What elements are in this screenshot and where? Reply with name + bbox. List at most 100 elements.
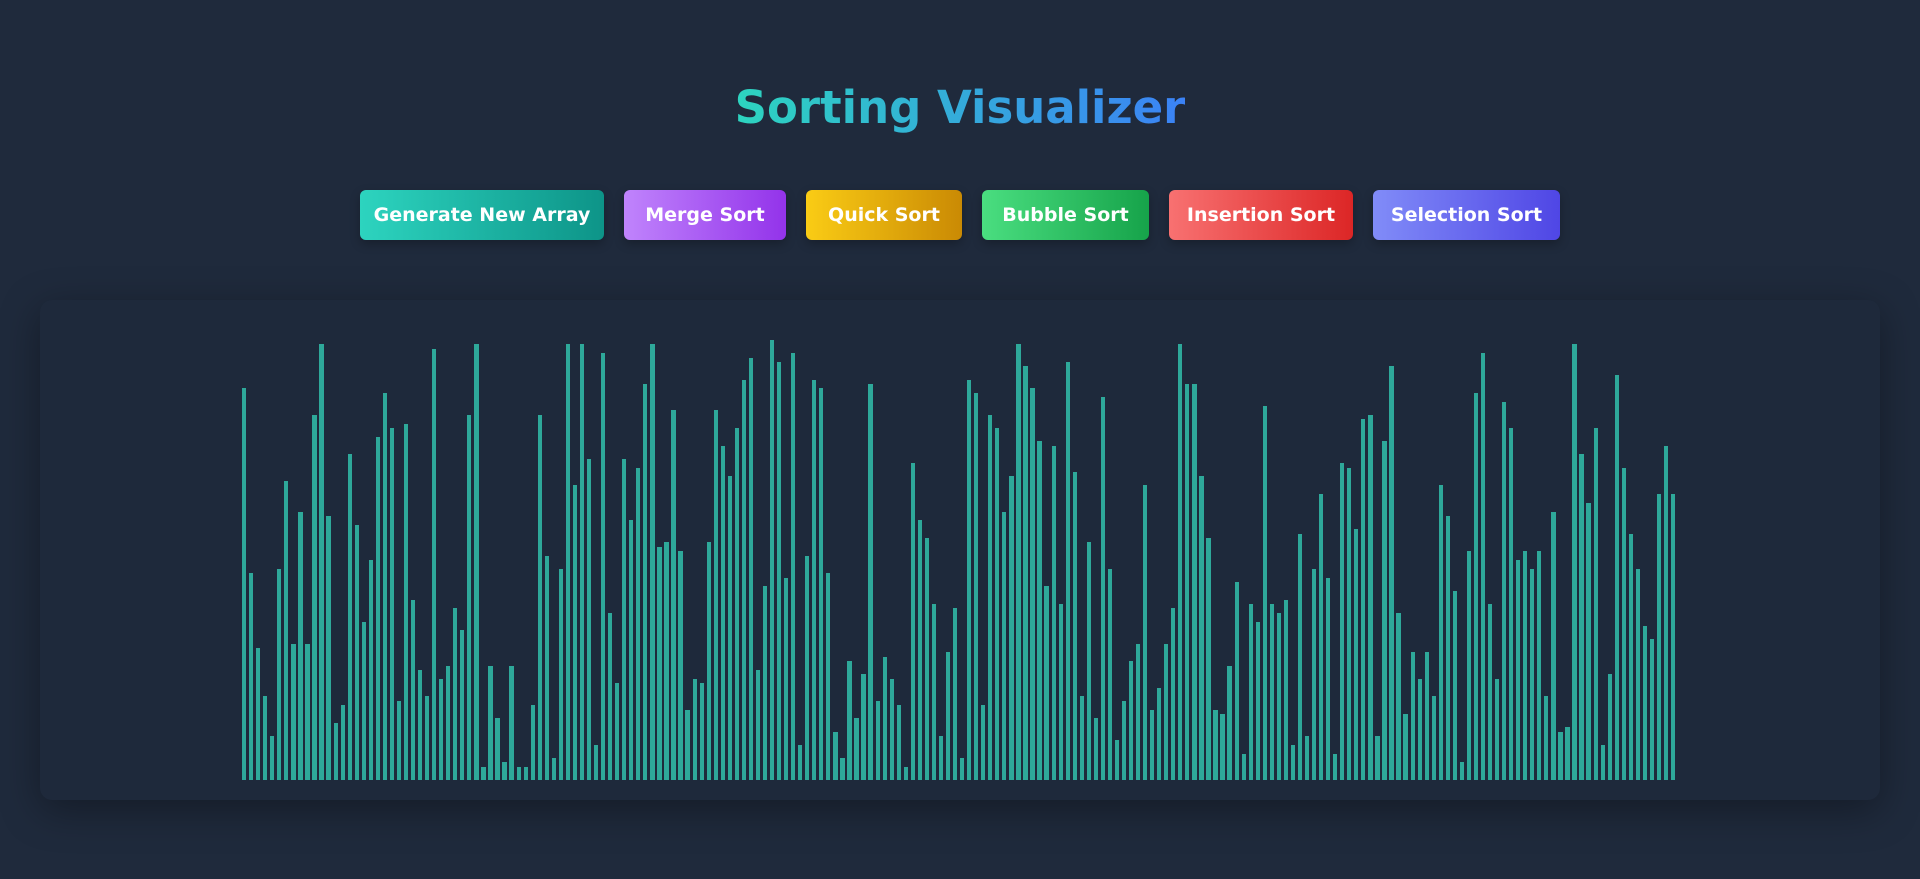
array-bar <box>1030 388 1035 780</box>
array-bar <box>720 445 725 780</box>
array-bar <box>1009 476 1014 780</box>
array-bar <box>692 678 697 780</box>
array-bar <box>1093 718 1098 780</box>
array-bar <box>1206 538 1211 780</box>
array-bar <box>1431 696 1436 780</box>
array-bar <box>755 670 761 780</box>
array-bar <box>1551 511 1556 780</box>
array-bar <box>298 511 303 780</box>
array-bar <box>1051 445 1056 780</box>
array-bar <box>1375 736 1380 780</box>
array-bar <box>516 766 521 780</box>
toolbar: Generate New Array Merge Sort Quick Sort… <box>0 190 1920 240</box>
quick-sort-button[interactable]: Quick Sort <box>806 190 962 240</box>
array-bar <box>601 353 606 780</box>
array-bar <box>270 736 275 780</box>
array-bar <box>1614 375 1619 780</box>
array-bar <box>1389 366 1394 780</box>
array-bar <box>1600 744 1605 780</box>
array-bar <box>537 414 542 780</box>
array-bar <box>312 414 317 780</box>
array-bar <box>1058 604 1063 780</box>
array-bar <box>988 414 993 780</box>
array-bar <box>1128 661 1134 780</box>
array-bar <box>1199 476 1204 780</box>
generate-array-button[interactable]: Generate New Array <box>360 190 604 240</box>
array-bar <box>1255 621 1260 780</box>
array-bar <box>396 700 402 780</box>
array-bar <box>417 670 423 780</box>
array-bar <box>1121 700 1127 780</box>
array-bar <box>1185 384 1190 780</box>
array-bar <box>572 485 578 780</box>
array-bar <box>1248 604 1253 780</box>
array-bar <box>375 436 380 780</box>
array-bar <box>1544 696 1549 780</box>
array-bar <box>361 621 366 780</box>
array-bar <box>1656 494 1662 780</box>
array-bar <box>263 696 268 780</box>
array-bar <box>671 410 676 780</box>
array-bar <box>593 744 599 780</box>
array-bar <box>1607 674 1612 780</box>
array-bar <box>1466 551 1472 780</box>
array-bar <box>678 551 683 780</box>
array-bar <box>931 604 937 780</box>
page-title: Sorting Visualizer <box>734 81 1186 134</box>
array-bar <box>1114 740 1120 780</box>
insertion-sort-button[interactable]: Insertion Sort <box>1169 190 1353 240</box>
array-bar <box>1347 467 1352 780</box>
array-bar <box>1135 643 1141 780</box>
array-bar <box>410 599 416 780</box>
array-bar <box>981 705 986 780</box>
array-bar <box>960 758 965 780</box>
array-bar <box>615 683 620 780</box>
selection-sort-button[interactable]: Selection Sort <box>1373 190 1560 240</box>
array-bar <box>608 612 613 780</box>
array-bar <box>284 480 289 780</box>
array-bar <box>938 736 944 780</box>
array-bar <box>776 362 782 780</box>
merge-sort-button[interactable]: Merge Sort <box>624 190 786 240</box>
array-bar <box>1150 709 1155 780</box>
array-bar <box>1649 639 1655 780</box>
array-bar <box>1621 467 1626 780</box>
array-bar <box>509 665 514 780</box>
array-bar <box>734 428 739 780</box>
array-bar <box>1593 428 1598 780</box>
array-bar <box>847 661 852 780</box>
array-bar <box>544 555 549 780</box>
array-bar <box>1417 678 1422 780</box>
array-bar <box>1086 542 1091 780</box>
array-bar <box>1424 652 1429 780</box>
array-bar <box>1487 604 1493 780</box>
array-bar <box>1480 353 1486 780</box>
array-bar <box>1311 568 1317 780</box>
array-bar <box>889 678 894 780</box>
array-bar <box>425 696 430 780</box>
array-bar <box>1635 568 1640 780</box>
array-bar <box>530 705 535 780</box>
array-bar <box>1530 568 1535 780</box>
array-bar <box>326 516 331 780</box>
array-bar <box>868 384 873 780</box>
array-bar <box>1663 445 1669 780</box>
array-bar <box>1361 419 1366 780</box>
array-bar <box>727 476 732 780</box>
array-bar <box>685 709 690 780</box>
array-bar <box>903 766 908 780</box>
array-bar <box>1178 344 1183 780</box>
bubble-sort-button[interactable]: Bubble Sort <box>982 190 1149 240</box>
array-bar <box>1537 551 1542 780</box>
array-bar <box>945 652 951 780</box>
array-bar <box>1459 762 1464 780</box>
array-bar <box>1269 604 1274 780</box>
array-bar <box>1171 608 1176 780</box>
array-bar <box>1283 599 1289 780</box>
array-bar <box>650 344 655 780</box>
array-bar <box>1438 485 1443 780</box>
array-bar <box>1044 586 1049 780</box>
array-bar <box>495 718 500 780</box>
array-bar <box>974 392 979 780</box>
array-bar <box>382 392 387 780</box>
